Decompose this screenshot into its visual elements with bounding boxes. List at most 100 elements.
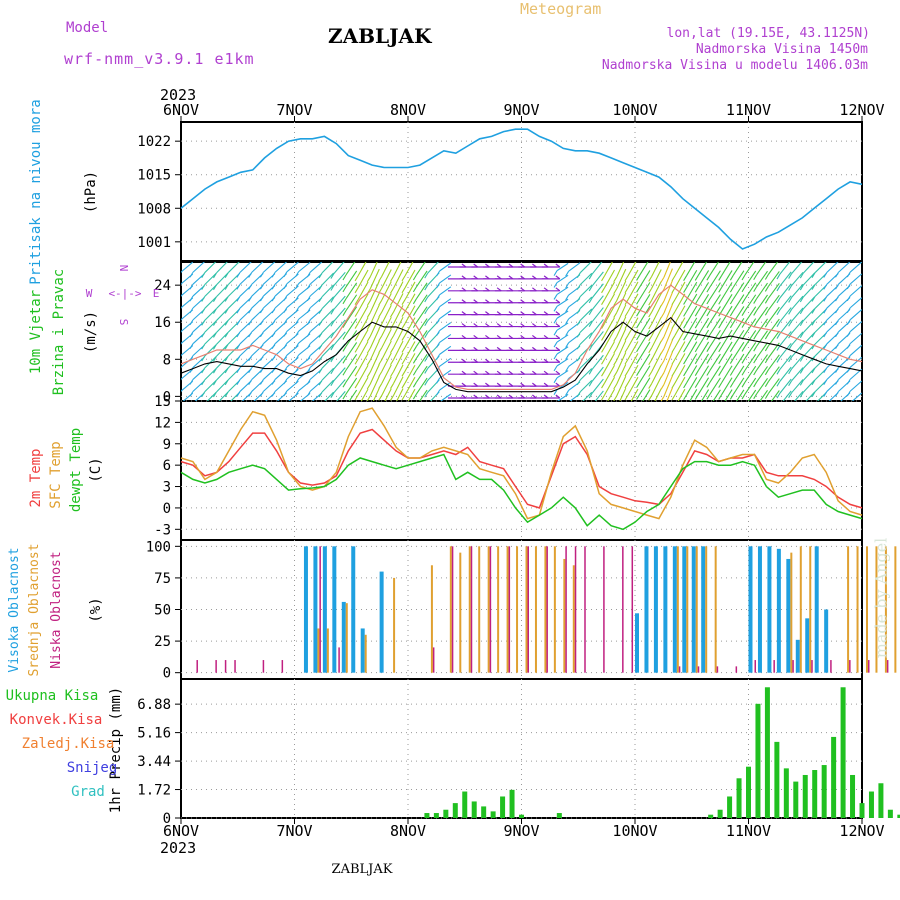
wind-barb <box>384 388 392 401</box>
wind-barb <box>651 305 662 325</box>
wind-barb-flag <box>588 333 593 339</box>
wind-barb-flag <box>695 406 698 411</box>
cloud-bar-1 <box>563 558 566 673</box>
precip-bar <box>831 736 837 818</box>
wind-barb-flag <box>588 321 593 327</box>
wind-barb-flag <box>236 343 241 350</box>
wind-barb <box>556 286 569 295</box>
wind-barb <box>732 341 745 359</box>
wind-barb-flag <box>283 295 288 301</box>
wind-barb <box>814 262 827 274</box>
ytick-label-precipitation: 1.72 <box>137 783 171 799</box>
wind-barb-flag <box>236 284 241 290</box>
wind-barb-flag <box>330 332 335 339</box>
wind-barb <box>616 364 627 385</box>
wind-barb <box>674 269 686 289</box>
wind-barb-flag <box>259 271 264 278</box>
wind-barb <box>616 304 627 325</box>
ytick-label-precipitation: 3.44 <box>137 754 171 770</box>
wind-barb <box>756 330 768 347</box>
wind-barb <box>556 393 569 401</box>
cloud-bar-2 <box>565 546 567 673</box>
wind-barb-flag <box>189 319 194 326</box>
wind-barb-flag <box>648 347 653 354</box>
cloud-bar-0 <box>757 546 762 673</box>
wind-barb-flag <box>566 402 569 407</box>
cloud-bar-1 <box>676 546 679 673</box>
wind-barb <box>357 329 369 348</box>
wind-barb <box>204 368 217 381</box>
wind-barb-flag <box>799 391 804 398</box>
wind-barb-flag <box>306 390 311 397</box>
cloud-bar-1 <box>875 546 878 673</box>
wind-barb-flag <box>788 356 793 363</box>
wind-barb-flag <box>624 382 629 389</box>
wind-barb-flag <box>354 311 359 317</box>
model-name: wrf-nmm_v3.9.1 e1km <box>64 50 255 68</box>
wind-barb <box>381 340 392 360</box>
wind-barb-flag <box>824 403 827 408</box>
wind-barb-flag <box>248 355 253 362</box>
wind-barb <box>663 262 671 278</box>
wind-barb-flag <box>835 271 839 278</box>
wind-barb-flag <box>342 322 347 328</box>
wind-barb <box>404 353 416 372</box>
wind-barb-flag <box>354 394 359 401</box>
wind-barb-flag <box>271 319 276 326</box>
wind-barb-flag <box>259 355 264 361</box>
wind-barb-flag <box>694 310 699 317</box>
precip-bar <box>868 791 874 818</box>
wind-barb <box>651 328 662 349</box>
wind-barb-flag <box>835 391 839 397</box>
wind-barb <box>779 262 791 275</box>
wind-barb-flag <box>660 384 665 390</box>
wind-barb <box>333 367 346 382</box>
cloud-bar-0 <box>635 613 639 673</box>
precip-bar <box>774 741 780 818</box>
wind-barb-flag <box>306 283 311 290</box>
wind-barb <box>849 344 862 356</box>
ytick-label-precipitation: 0 <box>163 811 171 827</box>
wind-barb-flag <box>811 272 816 278</box>
wind-barb <box>697 262 708 276</box>
wind-barb <box>639 377 651 395</box>
wind-barb <box>579 320 593 333</box>
wind-barb-flag <box>741 286 746 293</box>
wind-barb-flag <box>624 323 629 329</box>
wind-barb <box>404 281 416 300</box>
wind-barb <box>779 271 792 287</box>
temperature-line-2 <box>180 453 863 531</box>
wind-barb-flag <box>729 310 734 317</box>
wind-barb-flag <box>576 391 581 398</box>
wind-barb-flag <box>390 371 394 377</box>
wind-barb <box>181 262 194 273</box>
wind-barb-flag <box>601 370 606 377</box>
wind-barb-flag <box>636 346 641 353</box>
wind-barb <box>651 269 662 289</box>
wind-barb <box>666 387 673 401</box>
precip-bar <box>462 791 468 818</box>
precip-bar <box>717 809 723 818</box>
wind-barb-flag <box>424 284 429 291</box>
wind-barb <box>439 262 452 272</box>
wind-barb <box>805 391 816 401</box>
wind-barb-flag <box>576 343 581 350</box>
wind-barb <box>802 379 816 393</box>
wind-barb <box>663 339 673 361</box>
wind-barb-flag <box>764 357 769 364</box>
wind-barb <box>415 365 428 383</box>
ytick-label-clouds: 75 <box>154 571 171 587</box>
wind-barb <box>700 389 710 401</box>
wind-barb-flag <box>259 379 264 385</box>
wind-barb-flag <box>601 335 606 341</box>
wind-barb-flag <box>296 403 299 408</box>
wind-barb-flag <box>342 358 347 364</box>
wind-barb-flag <box>295 283 300 289</box>
wind-barb-flag <box>201 343 206 350</box>
wind-barb-flag <box>236 331 241 338</box>
wind-barb <box>556 370 569 379</box>
wind-barb <box>616 316 627 337</box>
wind-barb-flag <box>799 344 804 350</box>
wind-barb <box>802 367 816 381</box>
